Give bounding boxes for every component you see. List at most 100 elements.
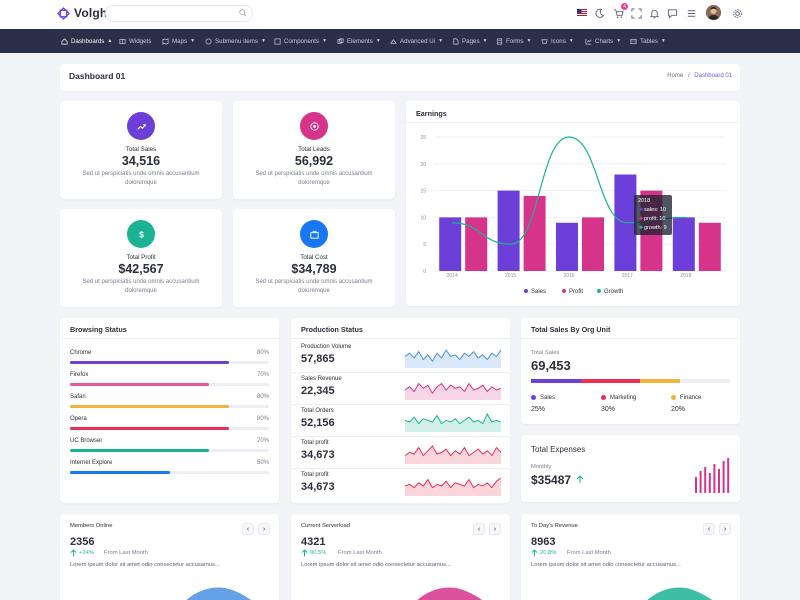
bar-profit[interactable]	[698, 222, 721, 271]
legend-label[interactable]: Profit	[569, 289, 583, 295]
search-input[interactable]	[105, 5, 253, 22]
next-button[interactable]: ›	[258, 523, 270, 535]
nav-item-components[interactable]: Components ▼	[274, 29, 327, 53]
bar-profit[interactable]	[465, 217, 488, 271]
nav-item-pages[interactable]: Pages ▼	[452, 29, 488, 53]
breadcrumb-home[interactable]: Home	[667, 73, 684, 79]
nav-item-tables[interactable]: Tables ▼	[630, 29, 666, 53]
expense-bar	[727, 458, 730, 493]
logo[interactable]: Volgh	[57, 6, 107, 20]
stat-label: Total Leads	[298, 146, 330, 153]
bar-sales[interactable]	[556, 222, 578, 271]
gear-icon[interactable]	[732, 8, 743, 19]
browser-pct: 80%	[256, 350, 269, 356]
legend-marker	[524, 289, 528, 293]
arrow-up-icon	[301, 549, 308, 557]
expense-bar	[695, 477, 697, 493]
cart-count-badge: 4	[621, 3, 628, 10]
divider	[521, 338, 740, 339]
bar-sales[interactable]	[439, 217, 462, 271]
stat-desc: Sed ut perspiciatis unde omnis accusanti…	[255, 171, 373, 177]
nav-label: Tables	[640, 37, 658, 45]
bar-profit[interactable]	[523, 195, 546, 271]
production-value: 34,673	[301, 449, 335, 461]
metric-title: Current Serverload	[301, 523, 350, 529]
nav-item-widgets[interactable]: Widgets	[119, 29, 151, 53]
arrow-up-icon	[576, 475, 584, 483]
next-button[interactable]: ›	[719, 523, 731, 535]
menu-lines-icon[interactable]	[686, 8, 697, 19]
nav-item-advanced-ui[interactable]: Advanced Ui ▼	[390, 29, 443, 53]
y-tick-label: 0	[423, 269, 426, 275]
breadcrumb: Home / Dashboard 01	[667, 73, 732, 79]
divider	[291, 372, 510, 373]
browser-pct: 80%	[256, 394, 269, 400]
us-flag-icon[interactable]	[577, 9, 587, 16]
nav-label: Advanced Ui	[400, 37, 436, 45]
card-title: Production Status	[301, 325, 363, 334]
stat-card-total-sales: Total Sales 34,516 Sed ut perspiciatis u…	[60, 101, 222, 199]
browser-label: UC Browser	[70, 438, 103, 444]
legend-label[interactable]: Sales	[531, 289, 546, 295]
bell-icon[interactable]	[649, 8, 660, 19]
nav-item-elements[interactable]: Elements ▼	[337, 29, 381, 53]
org-segment	[580, 379, 641, 383]
nav-item-maps[interactable]: Maps ▼	[162, 29, 195, 53]
chevron-down-icon: ▼	[375, 38, 381, 44]
expense-bar	[708, 473, 711, 493]
line-growth[interactable]	[452, 136, 686, 245]
metric-card: Members Online ‹ › 2356 +24% From Last Month L…	[60, 514, 279, 600]
fullscreen-icon[interactable]	[631, 8, 642, 19]
legend-value: 30%	[601, 406, 616, 413]
next-button[interactable]: ›	[489, 523, 501, 535]
nav-item-dashboards[interactable]: Dashboards ▲	[61, 29, 112, 53]
y-tick-label: 5	[423, 242, 426, 248]
org-sales-value: 69,453	[531, 358, 571, 373]
search-icon[interactable]	[239, 9, 247, 17]
metric-change-text: From Last Month	[567, 550, 611, 556]
nav-item-charts[interactable]: Charts ▼	[585, 29, 621, 53]
sparkline	[405, 477, 501, 496]
cart-icon[interactable]	[613, 8, 624, 19]
avatar[interactable]	[706, 5, 721, 20]
bar-sales[interactable]	[497, 190, 520, 271]
metric-title: Members Online	[70, 523, 113, 529]
browser-label: Chrome	[70, 350, 92, 356]
sparkline	[405, 445, 501, 464]
stat-desc: Sed ut perspiciatis unde omnis accusanti…	[255, 279, 373, 285]
legend-dot	[531, 395, 536, 400]
home-icon	[61, 37, 68, 44]
tables-icon	[630, 38, 637, 44]
nav-item-submenu[interactable]: Submenu items ▼	[205, 29, 266, 53]
org-sales-card: Total Sales By Org Unit Total Sales 69,4…	[521, 318, 740, 424]
prev-button[interactable]: ‹	[703, 523, 715, 535]
nav-item-icons[interactable]: Icons ▼	[541, 29, 574, 53]
nav-item-forms[interactable]: Forms ▼	[496, 29, 531, 53]
browser-pct: 70%	[256, 438, 269, 444]
message-icon[interactable]	[667, 8, 678, 19]
legend-label[interactable]: Growth	[604, 289, 623, 295]
browser-pct: 50%	[256, 460, 269, 466]
browser-label: Opera	[70, 416, 87, 422]
progress-track	[70, 471, 269, 474]
production-value: 57,865	[301, 353, 335, 365]
bar-sales[interactable]	[672, 217, 695, 271]
chevron-down-icon: ▼	[660, 38, 666, 44]
prev-button[interactable]: ‹	[473, 523, 485, 535]
progress-fill	[70, 471, 170, 474]
legend-marker	[597, 289, 601, 293]
metric-desc: Lorem ipsum dolor sit amet odio consecte…	[70, 562, 220, 568]
progress-fill	[70, 449, 210, 452]
stat-desc: doloremque	[298, 288, 330, 294]
moon-icon[interactable]	[594, 8, 605, 19]
nav-label: Maps	[172, 37, 188, 45]
stat-desc: doloremque	[298, 180, 330, 186]
metric-change-text: From Last Month	[104, 550, 148, 556]
sparkline	[405, 412, 501, 432]
production-status-card: Production Status Production Volume 57,86…	[291, 318, 510, 503]
nav-label: Forms	[506, 37, 524, 45]
prev-button[interactable]: ‹	[242, 523, 254, 535]
stat-value: $34,789	[291, 262, 337, 276]
bar-profit[interactable]	[582, 217, 604, 271]
stat-desc: doloremque	[125, 180, 157, 186]
